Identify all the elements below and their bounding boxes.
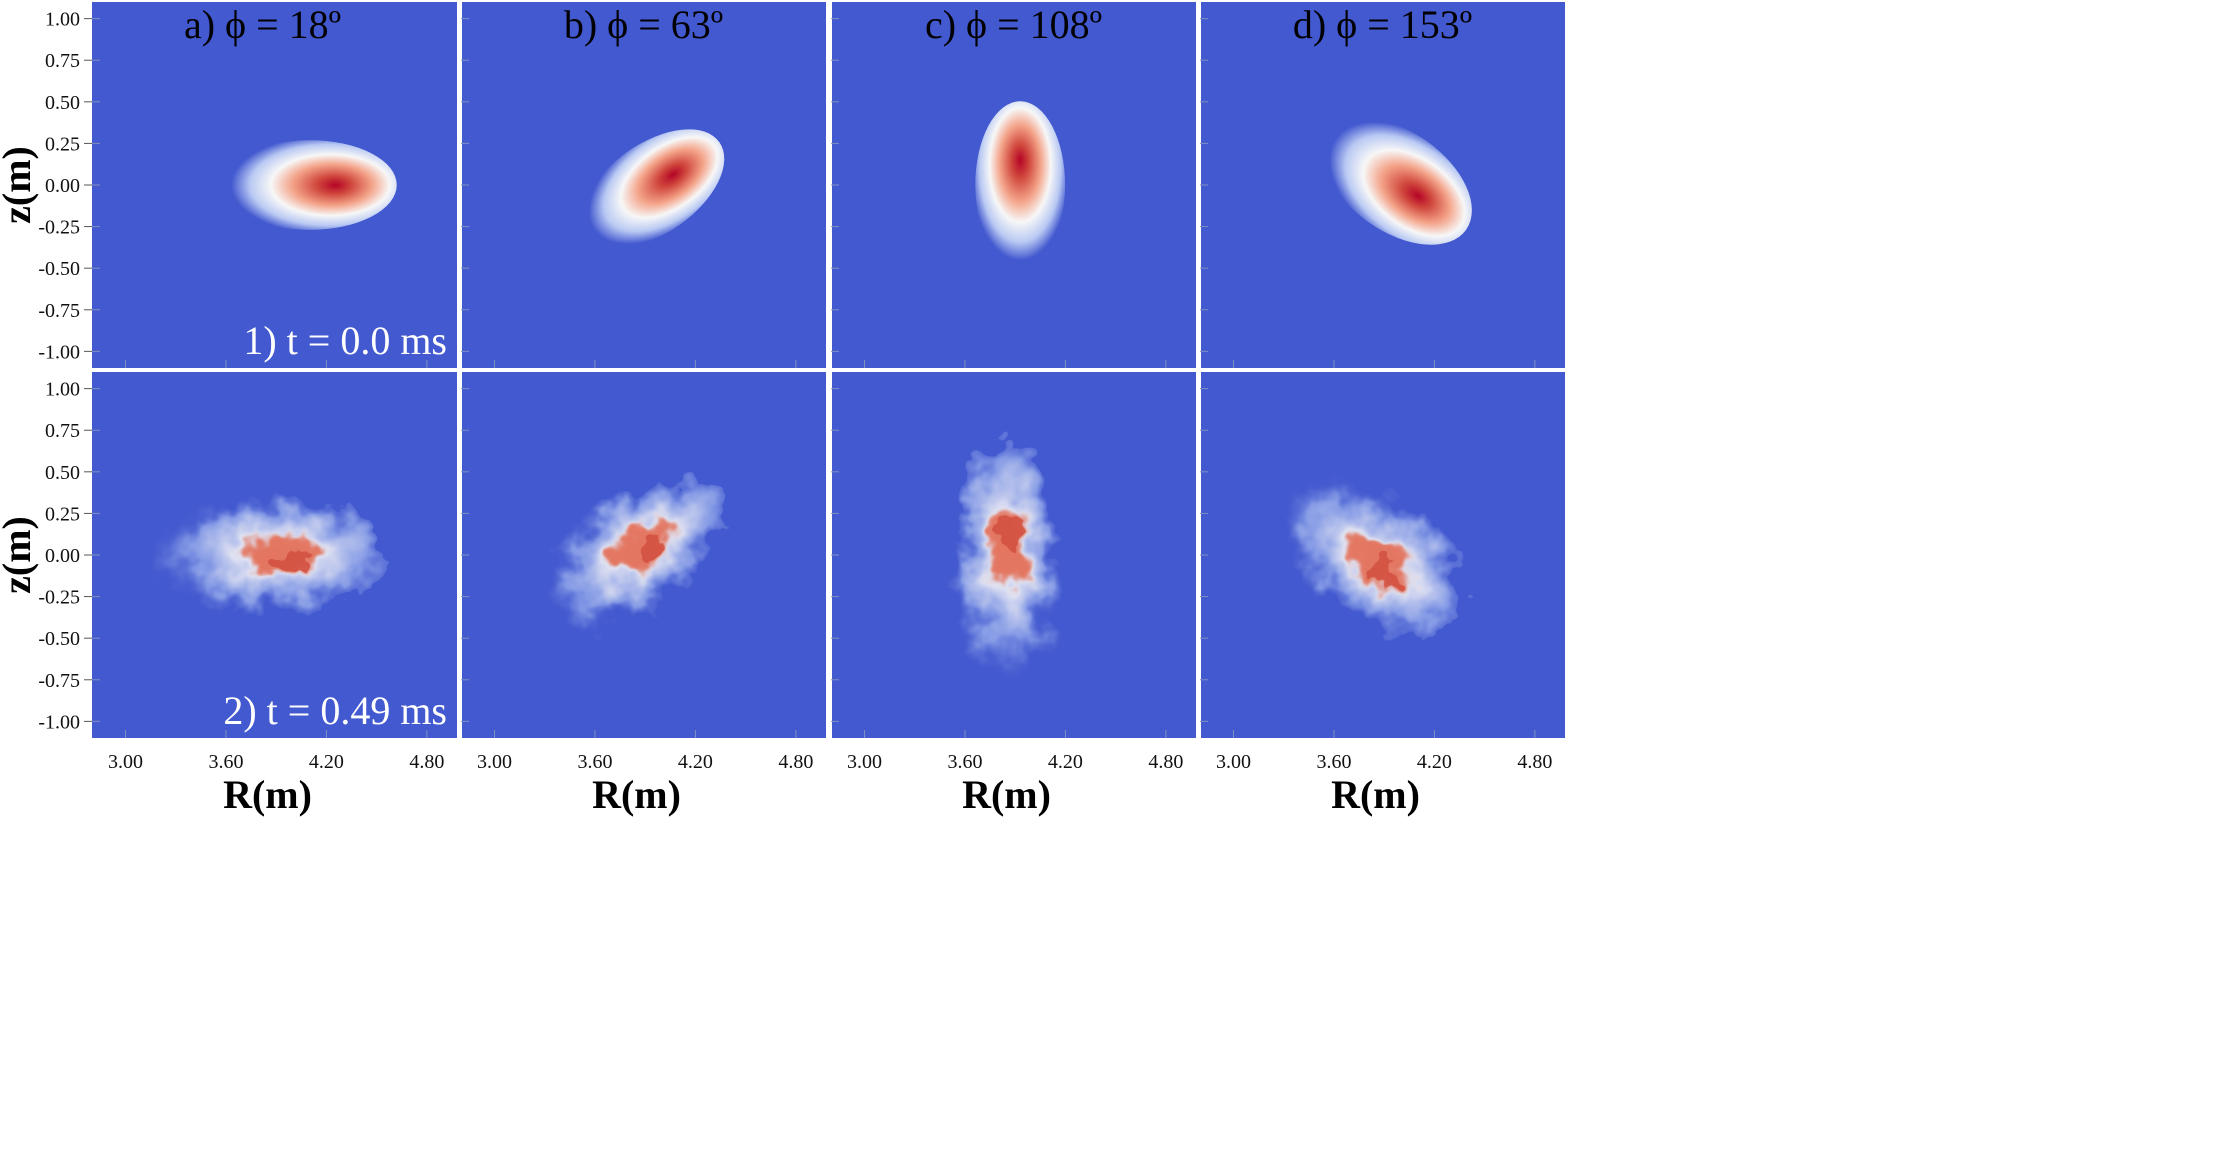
x-tick-label: 4.20 [1417,751,1452,773]
x-tick-label: 3.00 [1216,751,1251,773]
turbulent-blob [1279,477,1463,633]
hot-filament [274,549,313,572]
y-tick-label: 0.75 [45,420,80,442]
y-tick-label: -0.75 [38,670,80,692]
y-tick-label: 1.00 [45,379,80,401]
turbulent-blob [956,442,1057,684]
hot-filament [1370,559,1402,587]
y-tick-label: -0.25 [38,587,80,609]
x-tick-label: 4.80 [1148,751,1183,773]
panel-row1-col2 [461,2,826,368]
panel-title: b) ϕ = 63º [564,2,723,47]
y-tick-label: 1.00 [45,9,80,31]
y-tick-label: 0.25 [45,133,80,155]
x-axis-title: R(m) [1331,772,1420,817]
panel-title: a) ϕ = 18º [184,2,341,47]
y-axis-title: z(m) [0,146,39,224]
x-axis-title: R(m) [223,772,312,817]
density-blob [975,101,1066,269]
panel-title: c) ϕ = 108º [925,2,1102,47]
density-blob [222,140,397,230]
labels-layer: 1.00 0.75 0.50 0.25 0.00 -0.25 -0.50 -0.75 -1.00… [0,2,1552,817]
y-tick-label: -0.50 [38,258,80,280]
density-blob [582,129,725,248]
x-axis-title: R(m) [592,772,681,817]
time-label: 2) t = 0.49 ms [223,688,447,733]
y-tick-label: 0.00 [45,545,80,567]
y-tick-label: -0.50 [38,628,80,650]
x-tick-label: 3.60 [1316,751,1351,773]
row-separator [92,368,1565,372]
x-tick-label: 4.80 [1517,751,1552,773]
y-tick-label: 0.50 [45,462,80,484]
x-tick-label: 3.00 [108,751,143,773]
x-tick-label: 3.00 [477,751,512,773]
y-tick-label: 0.25 [45,503,80,525]
turbulent-blob [150,498,386,612]
x-axis-title: R(m) [962,772,1051,817]
hot-filament [638,533,669,560]
density-blob [1323,118,1472,245]
panel-row1-col4 [1200,2,1565,368]
axes-layer [84,0,1565,738]
panel-row2-col4 [1200,372,1565,738]
turbulent-blob [541,481,723,629]
panel-title: d) ϕ = 153º [1293,2,1472,47]
y-axis-title: z(m) [0,516,39,594]
y-tick-label: -1.00 [38,341,80,363]
x-tick-label: 3.00 [847,751,882,773]
x-tick-label: 4.80 [409,751,444,773]
x-tick-label: 3.60 [208,751,243,773]
panel-row2-col3 [831,372,1196,738]
panel-row1-col3 [831,2,1196,368]
panel-row2-col2 [461,372,826,738]
y-tick-label: -0.25 [38,217,80,239]
x-tick-label: 3.60 [577,751,612,773]
x-tick-label: 3.60 [947,751,982,773]
x-tick-label: 4.20 [309,751,344,773]
x-tick-label: 4.20 [1048,751,1083,773]
panel-row2-col1 [92,372,457,738]
time-label: 1) t = 0.0 ms [243,318,447,363]
y-tick-label: -0.75 [38,300,80,322]
panels-layer [92,2,1565,738]
y-tick-label: 0.75 [45,50,80,72]
x-tick-label: 4.80 [778,751,813,773]
y-tick-label: 0.00 [45,175,80,197]
y-tick-label: 0.50 [45,92,80,114]
x-tick-label: 4.20 [678,751,713,773]
y-tick-label: -1.00 [38,711,80,733]
panel-row1-col1 [92,2,457,368]
hot-filament [1001,517,1022,557]
